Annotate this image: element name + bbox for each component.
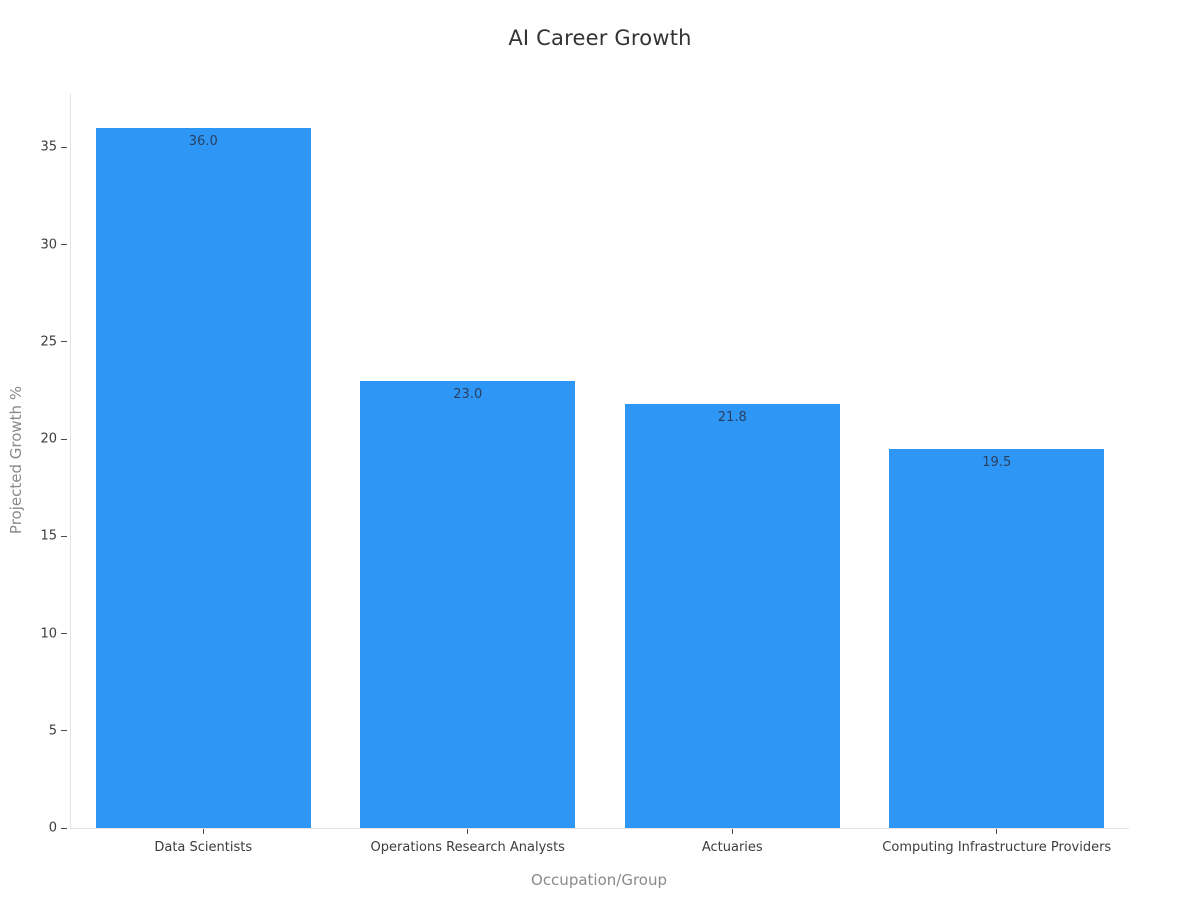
y-axis-tick-label: 15 bbox=[40, 528, 57, 544]
y-axis-tick-label: 0 bbox=[48, 820, 57, 836]
x-axis-tick-mark bbox=[467, 829, 469, 834]
y-axis-tick-mark bbox=[61, 827, 67, 829]
y-axis-tick-label: 5 bbox=[48, 723, 57, 739]
chart-title: AI Career Growth bbox=[508, 26, 692, 50]
x-axis-category-label: Operations Research Analysts bbox=[370, 840, 565, 855]
bar[interactable] bbox=[889, 448, 1105, 828]
y-axis-tick-mark bbox=[61, 341, 67, 343]
bar[interactable] bbox=[95, 128, 311, 828]
y-axis-tick-label: 35 bbox=[40, 139, 57, 155]
bar-value-label: 19.5 bbox=[982, 454, 1012, 470]
bar[interactable] bbox=[360, 380, 576, 828]
x-axis-category-label: Computing Infrastructure Providers bbox=[882, 840, 1112, 855]
x-axis-category-label: Data Scientists bbox=[154, 840, 253, 855]
bar[interactable] bbox=[624, 404, 840, 828]
y-axis-tick-mark bbox=[61, 146, 67, 148]
x-axis-title: Occupation/Group bbox=[531, 871, 667, 889]
y-axis-tick-label: 10 bbox=[40, 626, 57, 642]
bar-value-label: 23.0 bbox=[453, 386, 483, 402]
y-axis-tick-mark bbox=[61, 438, 67, 440]
y-axis-tick-mark bbox=[61, 535, 67, 537]
y-axis-title: Projected Growth % bbox=[7, 385, 25, 535]
y-axis-tick-label: 25 bbox=[40, 334, 57, 350]
y-axis-tick-label: 20 bbox=[40, 431, 57, 447]
x-axis-tick-mark bbox=[996, 829, 998, 834]
bar-value-label: 21.8 bbox=[717, 410, 747, 426]
plot-area: 0 5 10 15 20 25 30 35 36.0 Data Scientists 23.0 Ope… bbox=[40, 93, 1129, 855]
x-axis-tick-mark bbox=[731, 829, 733, 834]
y-axis-tick-mark bbox=[61, 730, 67, 732]
x-axis-tick-mark bbox=[202, 829, 204, 834]
x-axis-category-label: Actuaries bbox=[701, 840, 763, 855]
y-axis-tick-mark bbox=[61, 244, 67, 246]
y-axis-tick-mark bbox=[61, 633, 67, 635]
bar-value-label: 36.0 bbox=[188, 134, 218, 149]
y-axis-tick-label: 30 bbox=[40, 237, 57, 253]
